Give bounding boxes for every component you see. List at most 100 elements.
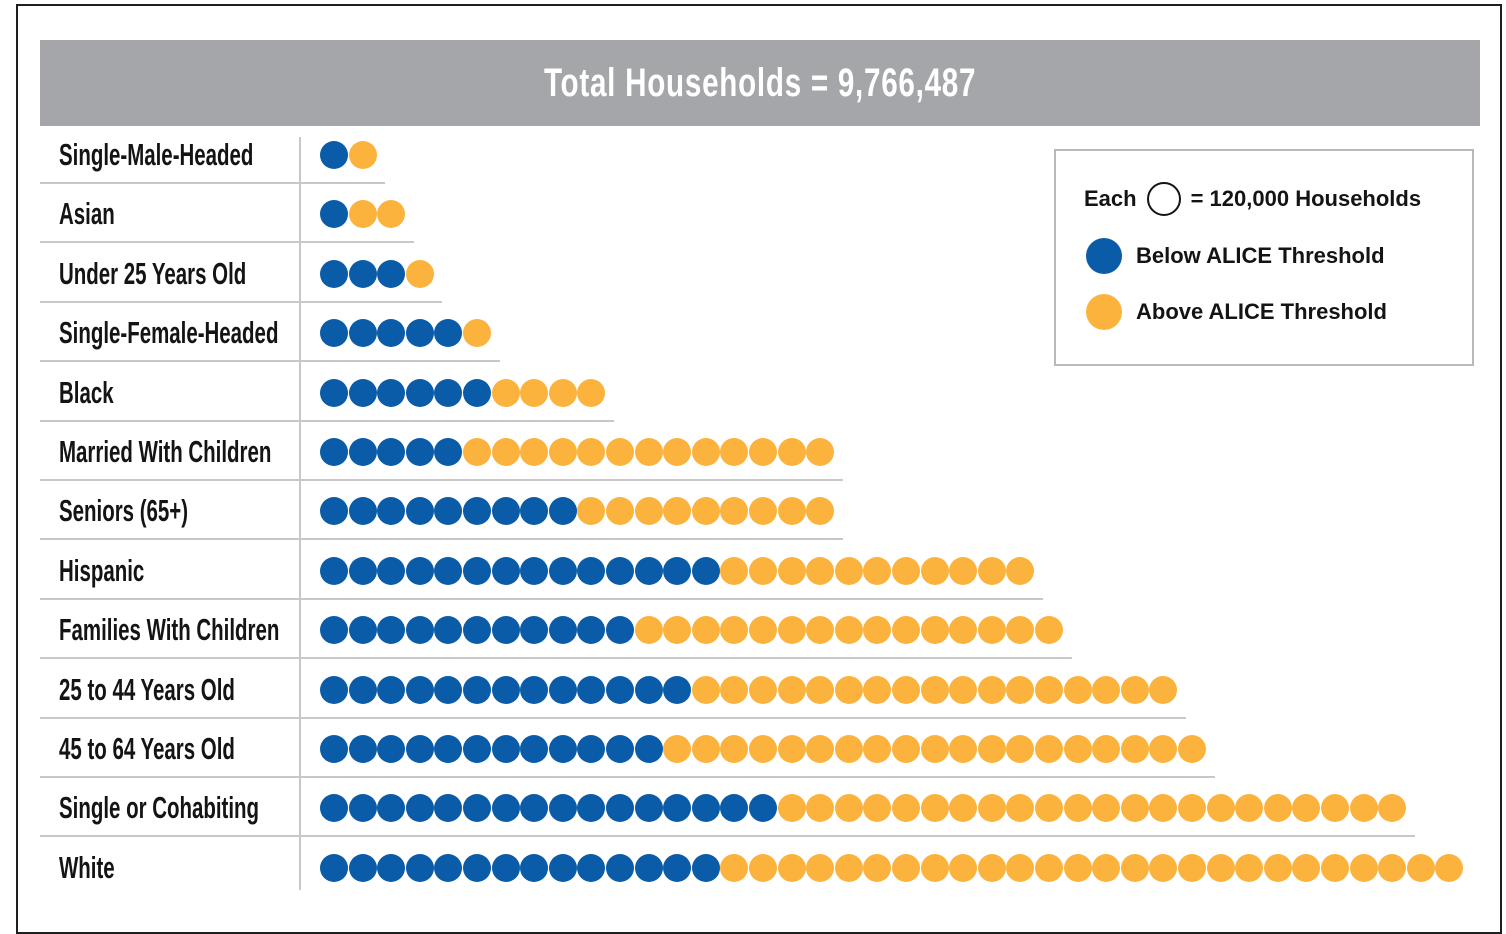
below-threshold-dot [520, 616, 549, 645]
above-threshold-dot [1349, 853, 1378, 882]
above-threshold-dot [920, 853, 949, 882]
category-label: Black [59, 374, 114, 410]
row-separator [40, 776, 1215, 778]
above-threshold-dot [892, 675, 920, 704]
above-threshold-dot [749, 675, 777, 704]
below-threshold-dot [320, 556, 348, 585]
legend-below-label: Below ALICE Threshold [1136, 243, 1385, 268]
below-threshold-dot [606, 616, 634, 645]
above-threshold-dot [577, 438, 606, 466]
category-row: 45 to 64 Years Old [40, 719, 1480, 778]
legend-each-label: Each [1084, 186, 1137, 211]
above-threshold-dot [1435, 853, 1464, 882]
category-row: Families With Children [40, 600, 1480, 660]
row-separator [40, 538, 843, 541]
above-threshold-dot [691, 616, 720, 645]
above-threshold-dot [1006, 794, 1035, 823]
above-threshold-dot [405, 259, 434, 288]
below-threshold-dot [463, 853, 491, 882]
above-threshold-dot [1235, 853, 1264, 882]
below-threshold-dot [348, 378, 377, 407]
row-separator [40, 597, 1043, 600]
above-threshold-dot [548, 438, 577, 466]
row-separator [40, 241, 414, 244]
above-threshold-dot [777, 675, 806, 704]
above-threshold-dot [749, 497, 777, 526]
below-threshold-dot [434, 438, 463, 466]
below-threshold-dot [434, 378, 463, 407]
above-threshold-dot [749, 853, 777, 882]
below-threshold-dot [377, 319, 406, 348]
above-threshold-dot [977, 735, 1006, 763]
category-row: Married With Children [40, 422, 1480, 481]
below-threshold-dot [405, 556, 434, 585]
below-threshold-dot [405, 378, 434, 407]
above-threshold-dot [691, 497, 720, 526]
above-threshold-dot [634, 438, 663, 466]
category-row: Black [40, 363, 1480, 422]
below-threshold-dot [634, 556, 663, 585]
category-label: 45 to 64 Years Old [59, 731, 235, 766]
below-threshold-dot [520, 497, 549, 526]
above-threshold-dot [834, 616, 863, 645]
above-threshold-dot [1092, 675, 1121, 704]
below-threshold-dot [405, 438, 434, 466]
above-threshold-dot [691, 735, 720, 763]
chart-header: Total Households = 9,766,487 [40, 40, 1480, 126]
below-threshold-dot [377, 497, 406, 526]
above-threshold-dot [1321, 794, 1349, 823]
above-threshold-dot [663, 438, 692, 466]
below-threshold-dot [377, 735, 406, 763]
category-label: Seniors (65+) [59, 493, 189, 529]
above-threshold-dot [949, 794, 978, 823]
below-threshold-dot [405, 616, 434, 645]
chart-title: Total Households = 9,766,487 [543, 60, 977, 105]
category-label: White [59, 849, 115, 885]
above-threshold-dot [491, 438, 520, 466]
category-label: Single-Female-Headed [59, 315, 279, 351]
below-threshold-dot [405, 675, 434, 704]
row-separator [40, 479, 843, 481]
above-threshold-dot [949, 853, 978, 882]
above-threshold-dot [720, 438, 749, 466]
below-threshold-dot [463, 497, 491, 526]
below-threshold-dot [548, 556, 577, 585]
below-threshold-dot [548, 616, 577, 645]
above-threshold-dot [1178, 794, 1206, 823]
above-threshold-dot [920, 556, 949, 585]
above-threshold-dot [749, 616, 777, 645]
below-threshold-dot [548, 794, 577, 823]
below-threshold-dot [663, 794, 692, 823]
above-threshold-dot [777, 556, 806, 585]
above-threshold-dot [463, 319, 491, 348]
above-threshold-dot [920, 794, 949, 823]
above-threshold-dot [949, 556, 978, 585]
legend: Each = 120,000 Households Below ALICE Th… [1054, 149, 1474, 366]
above-threshold-dot [806, 675, 835, 704]
below-threshold-dot [606, 735, 634, 763]
category-row: 25 to 44 Years Old [40, 660, 1480, 719]
above-threshold-dot [577, 378, 606, 407]
below-threshold-dot [634, 853, 663, 882]
below-threshold-dot [577, 794, 606, 823]
above-threshold-dot [1035, 853, 1063, 882]
above-threshold-dot [663, 616, 692, 645]
below-threshold-dot [634, 735, 663, 763]
below-threshold-dot [577, 556, 606, 585]
category-row: Hispanic [40, 541, 1480, 600]
below-threshold-dot [377, 378, 406, 407]
above-threshold-dot [1263, 794, 1292, 823]
below-threshold-dot [320, 438, 348, 466]
above-threshold-dot [977, 675, 1006, 704]
above-threshold-dot [1206, 853, 1235, 882]
below-threshold-dot [434, 556, 463, 585]
below-threshold-dot [491, 616, 520, 645]
above-threshold-dot [777, 497, 806, 526]
category-label: Single-Male-Headed [59, 137, 254, 172]
above-threshold-dot [806, 438, 835, 466]
above-threshold-dot [377, 200, 406, 229]
above-threshold-dot [1035, 735, 1063, 763]
row-separator [40, 716, 1186, 719]
below-threshold-dot [434, 319, 463, 348]
below-threshold-dot [663, 556, 692, 585]
